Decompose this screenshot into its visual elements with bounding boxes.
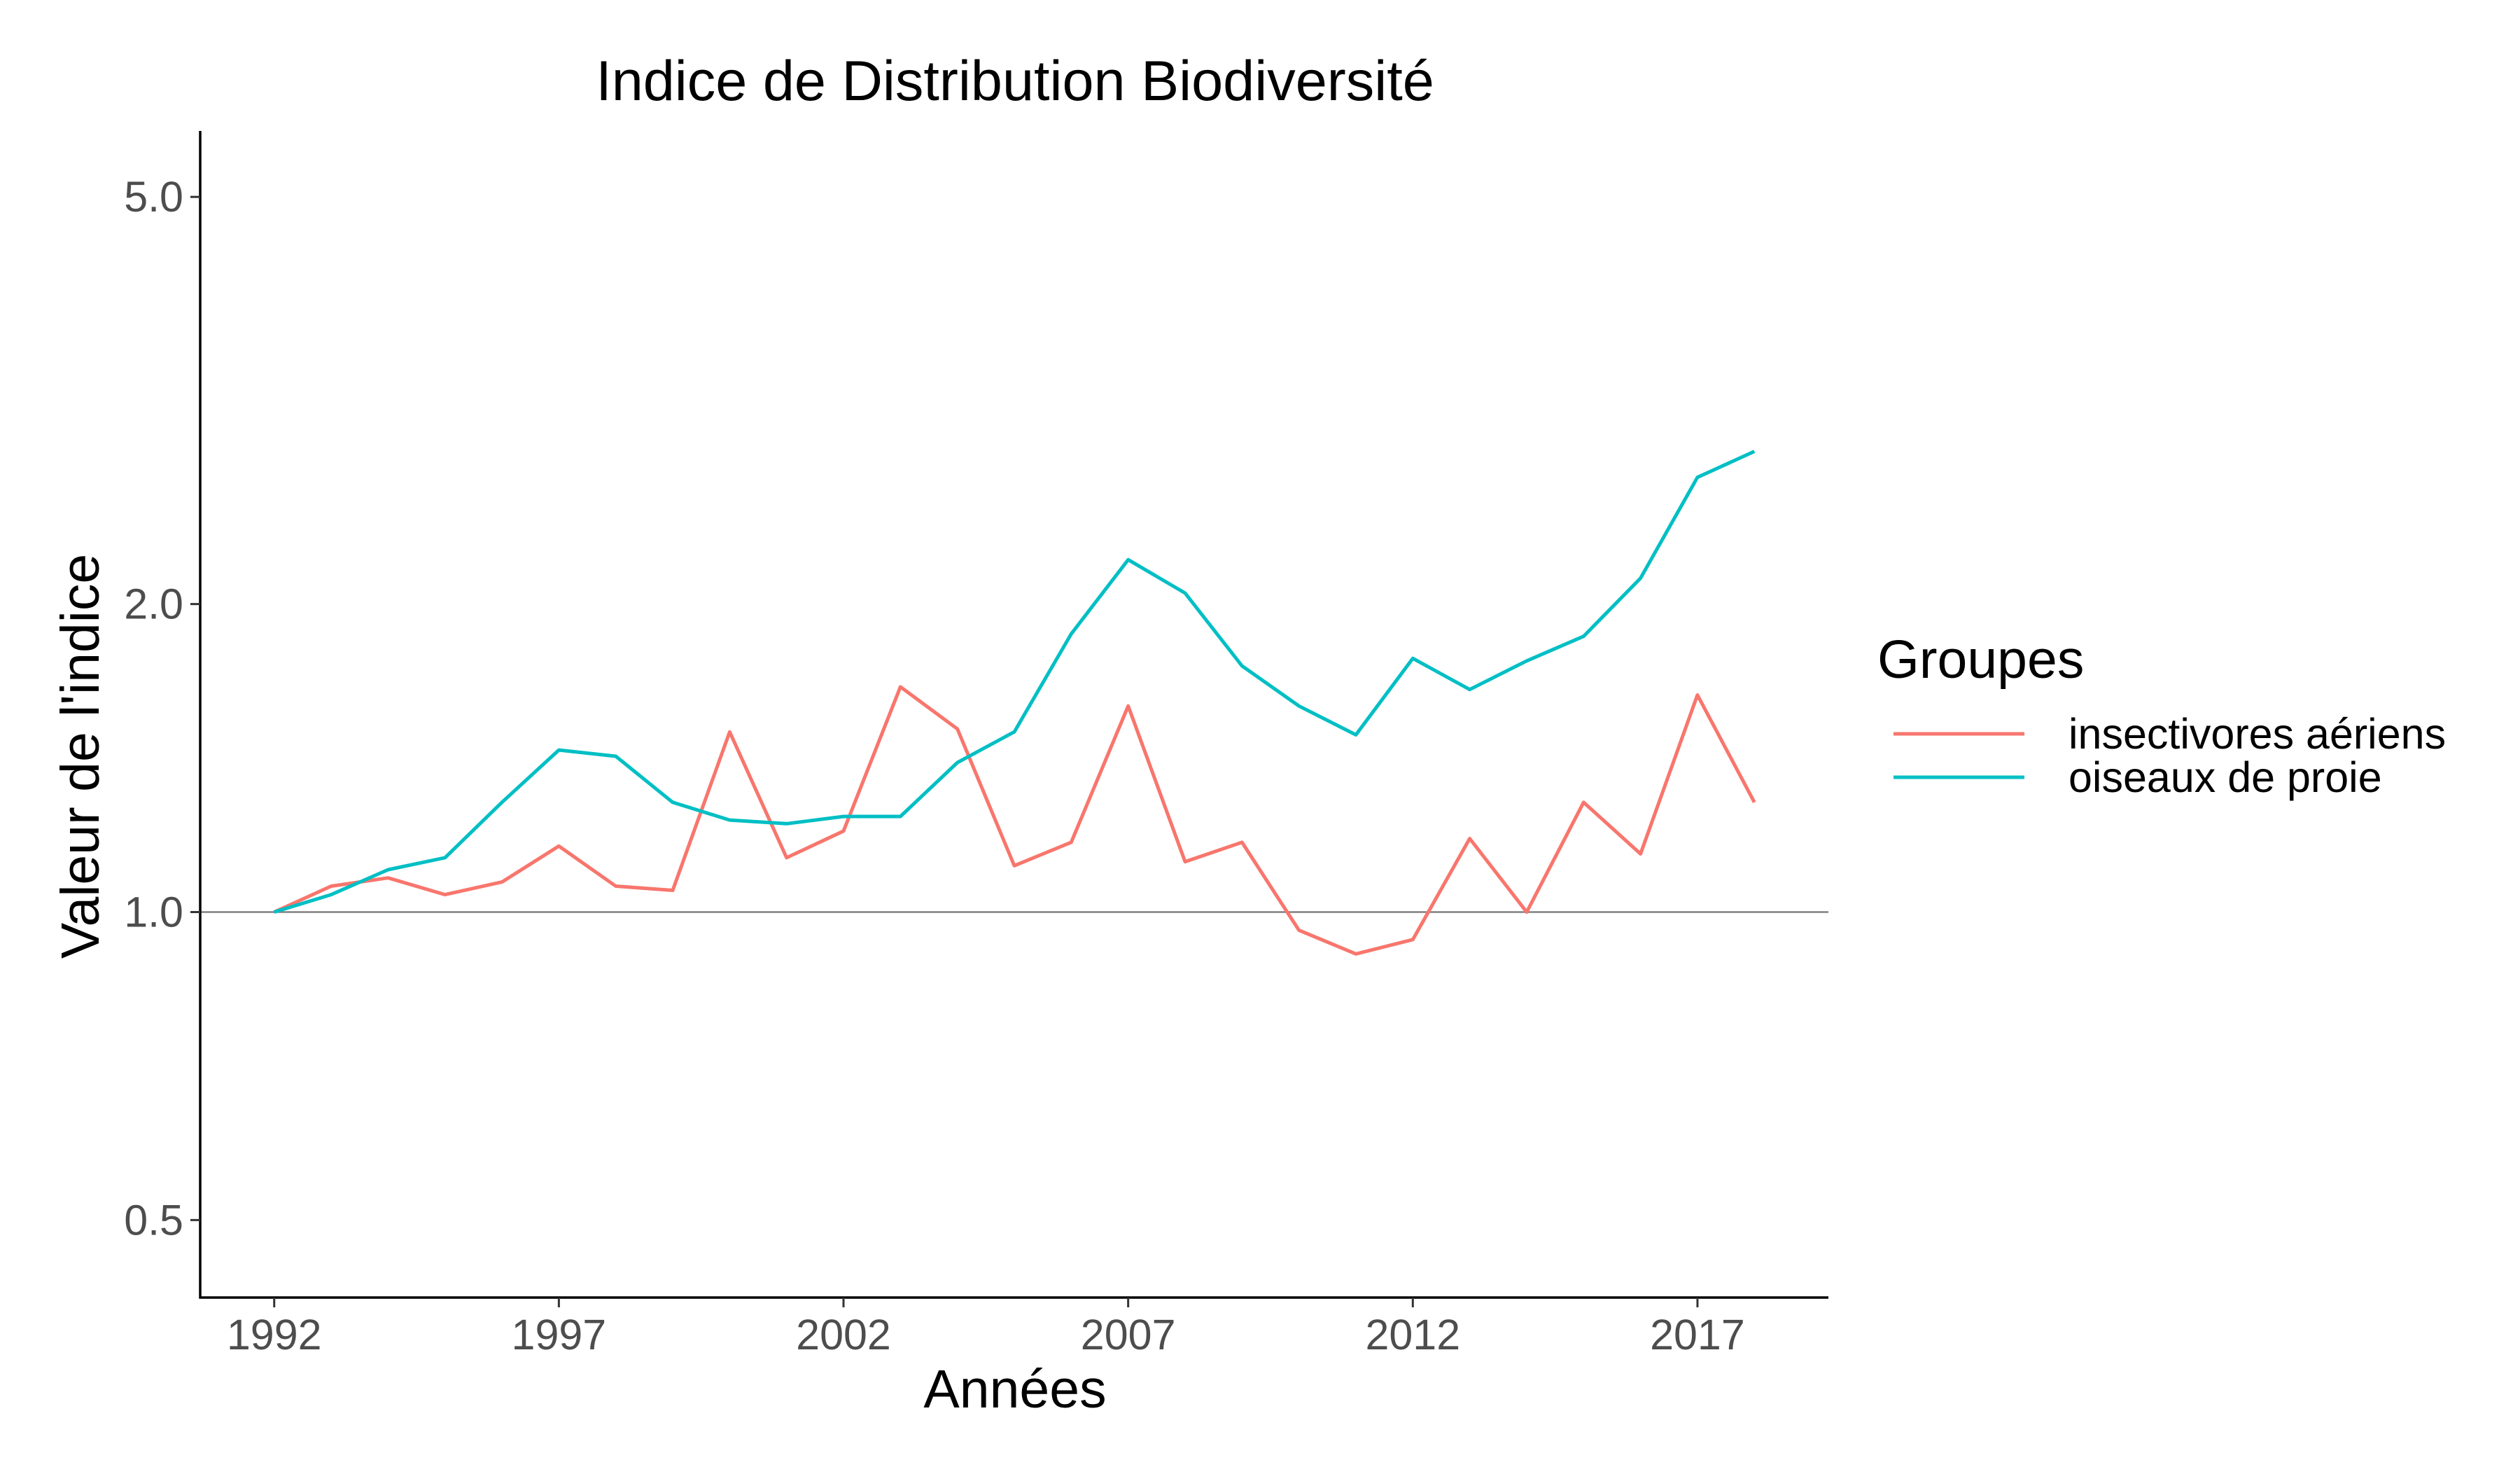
series-layer [273,450,1756,956]
y-tick-label: 0.5 [124,1196,183,1244]
x-tick-label: 2012 [1365,1311,1460,1358]
series-line-1 [273,450,1756,914]
y-tick-label: 5.0 [124,173,183,221]
axes-layer: 1992 1997 2002 2007 2012 2017 0.5 1.0 2.0 5.0 [124,131,1828,1358]
y-tick-label: 2.0 [124,580,183,628]
x-tick-label: 1992 [227,1311,322,1358]
legend-title: Groupes [1877,630,2084,690]
x-tick-label: 2007 [1081,1311,1176,1358]
x-tick-label: 1997 [512,1311,607,1358]
y-tick-label: 1.0 [124,889,183,936]
legend-label-1: oiseaux de proie [2068,753,2382,801]
x-tick-label: 2002 [796,1311,891,1358]
chart-title: Indice de Distribution Biodiversité [596,50,1434,113]
x-tick-label: 2017 [1650,1311,1745,1358]
series-line-0 [273,685,1756,956]
x-axis-title: Années [923,1359,1106,1419]
y-axis-title: Valeur de l'indice [50,554,111,959]
legend-label-0: insectivores aériens [2068,710,2446,758]
